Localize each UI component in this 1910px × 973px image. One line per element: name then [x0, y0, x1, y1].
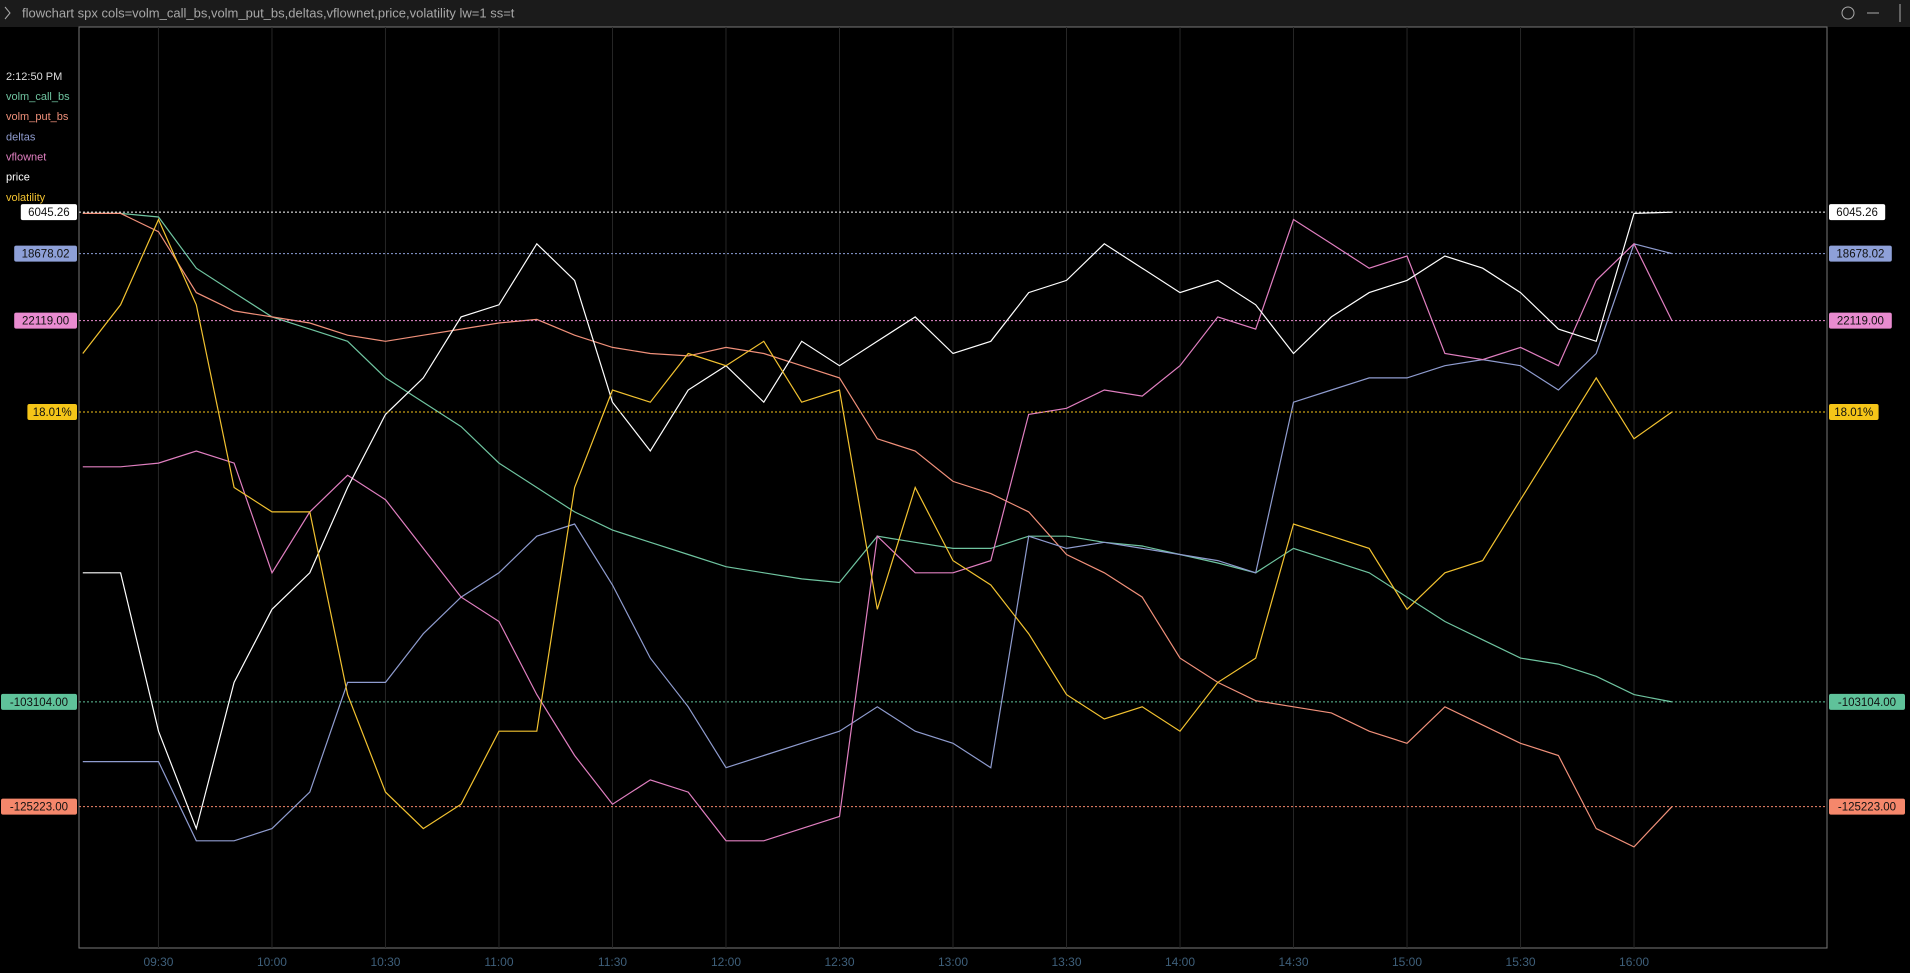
legend-entry: volm_call_bs: [6, 91, 70, 103]
value-label-left: 22119.00: [22, 316, 69, 328]
x-tick-label: 10:30: [370, 955, 400, 969]
value-label-left: 18.01%: [33, 407, 72, 419]
value-tag-left: [27, 403, 77, 420]
value-tag-left: [14, 312, 77, 329]
x-tick-label: 15:30: [1506, 955, 1536, 969]
x-tick-label: 16:00: [1619, 955, 1649, 969]
series-line: [82, 212, 1673, 848]
x-tick-label: 12:00: [711, 955, 741, 969]
series-line: [82, 211, 1672, 831]
value-label-right: -125223.00: [1838, 802, 1896, 814]
series-line: [82, 218, 1673, 830]
x-tick-label: 13:00: [938, 955, 968, 969]
x-tick-label: 09:30: [143, 955, 173, 969]
x-tick-label: 15:00: [1392, 955, 1422, 969]
value-label-right: -103104.00: [1838, 697, 1896, 709]
expand-icon[interactable]: [4, 6, 11, 20]
legend-entry: vflownet: [6, 152, 46, 164]
value-tag-right: [1829, 312, 1892, 329]
value-tag-left: [14, 245, 77, 262]
value-tag-right: [1829, 403, 1879, 420]
settings-icon[interactable]: [1841, 6, 1855, 20]
value-tag-right: [1829, 204, 1886, 221]
legend-entry: volatility: [6, 192, 46, 204]
value-label-left: 6045.26: [28, 207, 70, 219]
value-tag-left: [1, 693, 77, 710]
x-tick-label: 12:30: [824, 955, 854, 969]
value-label-left: -103104.00: [10, 697, 68, 709]
series-line: [82, 218, 1673, 842]
x-tick-label: 11:30: [598, 955, 627, 969]
series-line: [82, 212, 1673, 703]
x-tick-label: 10:00: [257, 955, 287, 969]
x-tick-label: 14:30: [1279, 955, 1309, 969]
value-label-right: 18678.02: [1836, 249, 1884, 261]
legend-entry: volm_put_bs: [6, 111, 69, 123]
value-tag-right: [1829, 693, 1905, 710]
series-line: [82, 243, 1673, 842]
value-tag-left: [20, 204, 77, 221]
timestamp: 2:12:50 PM: [6, 71, 62, 83]
x-tick-label: 14:00: [1165, 955, 1195, 969]
legend-entry: deltas: [6, 131, 36, 143]
value-tag-right: [1829, 245, 1892, 262]
value-label-right: 18.01%: [1834, 407, 1873, 419]
value-label-right: 6045.26: [1836, 207, 1878, 219]
legend-entry: price: [6, 172, 30, 184]
value-label-left: 18678.02: [22, 249, 70, 261]
command-text: flowchart spx cols=volm_call_bs,volm_put…: [22, 5, 515, 20]
value-tag-right: [1829, 798, 1905, 815]
header-bar: [0, 0, 1910, 27]
value-tag-left: [1, 798, 77, 815]
value-label-right: 22119.00: [1837, 316, 1884, 328]
x-tick-label: 11:00: [484, 955, 513, 969]
value-label-left: -125223.00: [10, 802, 68, 814]
x-tick-label: 13:30: [1051, 955, 1081, 969]
